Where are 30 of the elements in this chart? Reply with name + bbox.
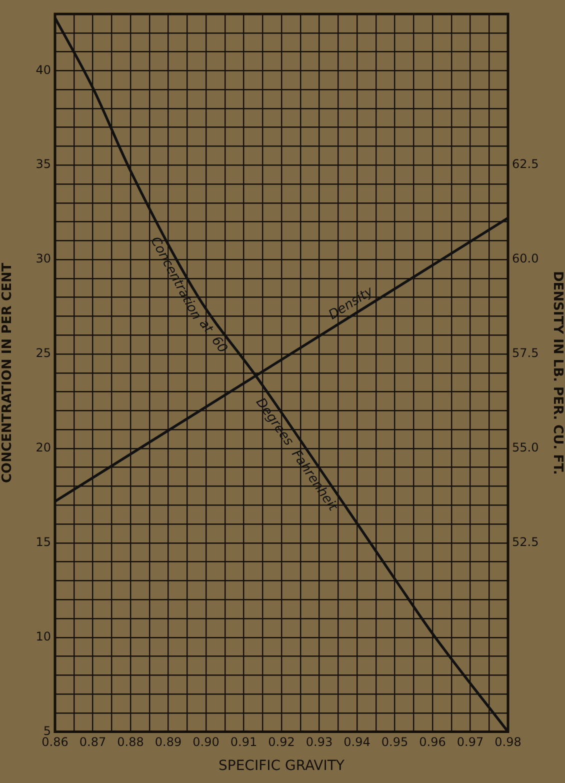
y-tick-label: 15 (36, 535, 51, 550)
y2-tick-label: 62.5 (512, 157, 539, 172)
x-tick-label: 0.95 (381, 735, 408, 750)
x-tick-label: 0.98 (494, 735, 522, 750)
y2-tick-label: 60.0 (512, 252, 539, 266)
x-tick-label: 0.94 (344, 735, 370, 750)
x-tick-label: 0.87 (79, 735, 106, 750)
y-tick-label: 25 (36, 346, 51, 360)
x-tick-label: 0.91 (230, 735, 258, 750)
y-tick-label: 20 (36, 440, 51, 455)
x-tick-label: 0.96 (419, 735, 446, 750)
y-tick-label: 30 (36, 252, 51, 266)
line-series (55, 16, 508, 732)
y-axis-title: CONCENTRATION IN PER CENT (0, 262, 16, 484)
x-tick-label: 0.88 (117, 735, 144, 750)
x-tick-label: 0.92 (268, 735, 295, 750)
y-tick-label: 10 (36, 629, 51, 644)
x-tick-label: 0.89 (154, 735, 182, 750)
y-tick-label: 5 (43, 724, 51, 738)
y-tick-label: 40 (36, 62, 51, 77)
x-tick-label: 0.93 (306, 735, 333, 750)
y2-axis-title: DENSITY IN LB. PER. CU. FT. (550, 270, 565, 475)
y2-tick-label: 55.0 (512, 440, 539, 455)
x-tick-label: 0.97 (456, 735, 484, 750)
y2-tick-label: 52.5 (512, 535, 539, 550)
x-axis-title: SPECIFIC GRAVITY (218, 758, 345, 774)
x-tick-label: 0.86 (42, 735, 68, 750)
x-tick-label: 0.90 (192, 735, 220, 750)
y-tick-label: 35 (36, 157, 51, 172)
y2-tick-label: 57.5 (512, 346, 539, 360)
